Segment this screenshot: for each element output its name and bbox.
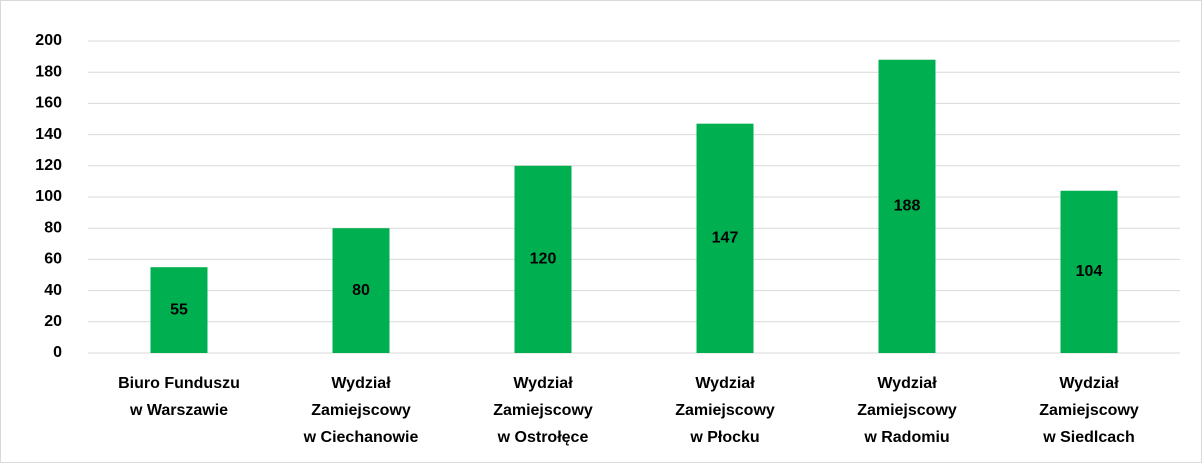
y-tick-label: 180 <box>35 63 62 80</box>
data-label: 120 <box>530 251 557 268</box>
x-tick-label: Biuro Funduszu w Warszawie <box>118 375 240 419</box>
x-tick-label: Wydział Zamiejscowy w Ostrołęce <box>493 375 593 446</box>
y-tick-label: 0 <box>53 344 62 361</box>
y-tick-label: 120 <box>35 157 62 174</box>
bar <box>514 165 572 353</box>
bar <box>878 59 936 353</box>
data-label: 55 <box>170 301 188 318</box>
y-tick-label: 200 <box>35 32 62 49</box>
bar <box>332 228 390 353</box>
data-label: 147 <box>712 230 739 247</box>
x-tick-label: Wydział Zamiejscowy w Radomiu <box>857 375 957 446</box>
y-tick-label: 60 <box>44 251 62 268</box>
y-tick-label: 160 <box>35 95 62 112</box>
y-tick-label: 100 <box>35 188 62 205</box>
bar <box>1060 190 1118 353</box>
x-tick-label: Wydział Zamiejscowy w Siedlcach <box>1039 375 1139 446</box>
y-tick-label: 20 <box>44 313 62 330</box>
x-tick-label: Wydział Zamiejscowy w Płocku <box>675 375 775 446</box>
y-tick-label: 80 <box>44 219 62 236</box>
y-tick-label: 40 <box>44 282 62 299</box>
x-tick-label: Wydział Zamiejscowy w Ciechanowie <box>303 375 419 446</box>
bar <box>696 123 754 354</box>
data-label: 104 <box>1076 263 1103 280</box>
data-label: 80 <box>352 282 370 299</box>
data-label: 188 <box>894 198 921 215</box>
y-tick-label: 140 <box>35 126 62 143</box>
bar <box>150 267 208 353</box>
